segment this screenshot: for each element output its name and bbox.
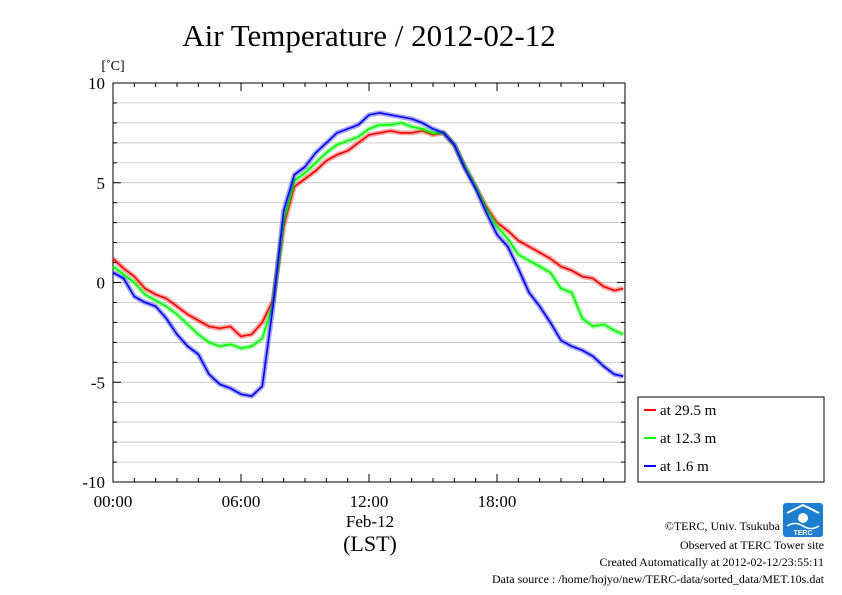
x-tick-label: 00:00	[94, 492, 133, 511]
series-halo	[111, 128, 624, 339]
series-3	[111, 110, 624, 399]
series-1	[111, 128, 624, 339]
x-axis-date-label: Feb-12	[346, 512, 394, 531]
gridlines	[113, 102, 625, 463]
copyright-text: ©TERC, Univ. Tsukuba	[665, 519, 781, 533]
y-tick-label: 0	[97, 274, 106, 293]
created-text: Created Automatically at 2012-02-12/23:5…	[599, 555, 824, 569]
legend-label: at 1.6 m	[660, 459, 709, 475]
legend-item: at 12.3 m	[644, 431, 717, 447]
x-axis-title: (LST)	[343, 531, 397, 556]
svg-text:TERC: TERC	[793, 530, 812, 537]
x-tick-label: 06:00	[222, 492, 261, 511]
legend-box	[637, 396, 825, 483]
y-axis-unit-label: [˚C]	[101, 59, 124, 74]
legend-item: at 1.6 m	[644, 459, 709, 475]
y-tick-label: 5	[97, 174, 106, 193]
series-line	[112, 130, 624, 338]
observed-text: Observed at TERC Tower site	[680, 538, 824, 552]
series-line	[112, 112, 624, 398]
axis-ticks: 00:00 06:00 12:00 18:00 10 5 0 -5 -10	[82, 74, 626, 511]
series-lines	[111, 110, 625, 399]
legend-label: at 29.5 m	[660, 403, 717, 419]
series-line	[112, 122, 624, 350]
x-tick-label: 12:00	[350, 492, 389, 511]
terc-logo: TERC	[783, 503, 823, 537]
legend: at 29.5 m at 12.3 m at 1.6 m	[637, 396, 825, 483]
y-tick-label: -5	[91, 373, 105, 392]
y-tick-label: 10	[88, 74, 105, 93]
chart-title: Air Temperature / 2012-02-12	[182, 18, 555, 53]
legend-label: at 12.3 m	[660, 431, 717, 447]
legend-item: at 29.5 m	[644, 403, 717, 419]
series-2	[111, 120, 625, 351]
x-tick-label: 18:00	[478, 492, 517, 511]
y-tick-label: -10	[82, 473, 105, 492]
data-source-text: Data source : /home/hojyo/new/TERC-data/…	[492, 572, 825, 586]
